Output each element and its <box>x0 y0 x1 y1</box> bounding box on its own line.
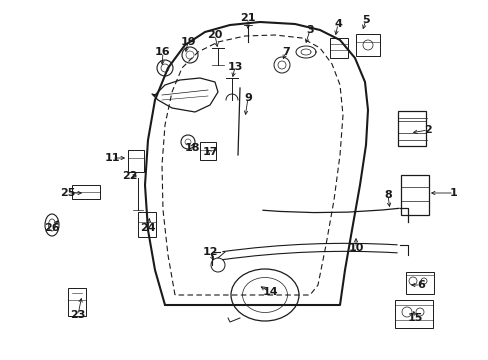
Text: 20: 20 <box>207 30 222 40</box>
Text: 19: 19 <box>180 37 195 47</box>
Text: 6: 6 <box>416 280 424 290</box>
Text: 18: 18 <box>184 143 199 153</box>
Bar <box>355 34 379 56</box>
Text: 7: 7 <box>282 47 289 57</box>
Text: 21: 21 <box>240 13 255 23</box>
Text: 11: 11 <box>104 153 120 163</box>
Bar <box>128 150 143 172</box>
Text: 14: 14 <box>262 287 277 297</box>
Bar <box>72 185 100 199</box>
Text: 5: 5 <box>362 15 369 25</box>
Bar <box>405 272 433 294</box>
Text: 2: 2 <box>423 125 431 135</box>
Text: 8: 8 <box>384 190 391 200</box>
Bar <box>397 111 425 145</box>
Bar <box>68 288 86 316</box>
Bar <box>138 212 156 237</box>
Bar <box>329 38 347 58</box>
Text: 23: 23 <box>70 310 85 320</box>
Text: 3: 3 <box>305 25 313 35</box>
Text: 15: 15 <box>407 313 422 323</box>
Text: 12: 12 <box>202 247 217 257</box>
Text: 1: 1 <box>449 188 457 198</box>
Text: 9: 9 <box>244 93 251 103</box>
Text: 24: 24 <box>140 223 156 233</box>
Bar <box>400 175 428 215</box>
Text: 13: 13 <box>227 62 242 72</box>
Bar <box>394 300 432 328</box>
Text: 25: 25 <box>60 188 76 198</box>
Text: 16: 16 <box>155 47 170 57</box>
Bar <box>200 142 216 160</box>
Text: 22: 22 <box>122 171 138 181</box>
Text: 17: 17 <box>202 147 217 157</box>
Text: 26: 26 <box>44 223 60 233</box>
Text: 4: 4 <box>333 19 341 29</box>
Text: 10: 10 <box>347 243 363 253</box>
